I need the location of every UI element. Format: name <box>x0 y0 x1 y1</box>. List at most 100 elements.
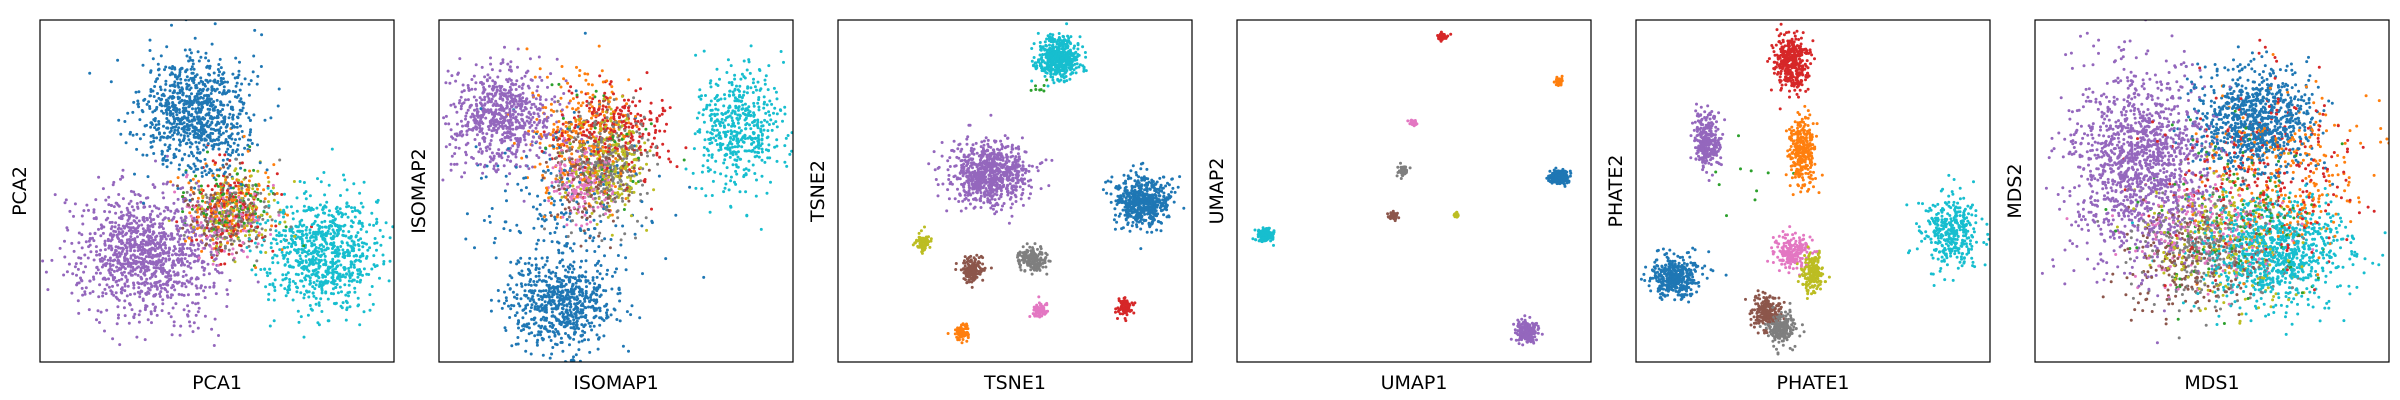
data-point <box>106 258 110 262</box>
data-point <box>201 194 205 198</box>
data-point <box>331 260 335 264</box>
data-point <box>510 276 514 280</box>
data-point <box>131 230 135 234</box>
data-point <box>237 178 241 182</box>
data-point <box>352 182 356 186</box>
data-point <box>208 79 212 83</box>
data-point <box>184 230 188 234</box>
data-point <box>181 197 185 201</box>
data-point <box>206 99 209 103</box>
data-point <box>129 256 133 260</box>
data-point <box>226 189 229 193</box>
data-point <box>62 273 66 277</box>
data-point <box>209 127 213 131</box>
data-point <box>84 265 87 269</box>
data-point <box>182 136 186 140</box>
data-point <box>170 293 173 297</box>
data-point <box>83 292 87 296</box>
data-point <box>94 271 98 275</box>
data-point <box>414 252 417 255</box>
data-point <box>314 274 318 278</box>
data-point <box>207 111 211 115</box>
data-point <box>171 94 175 98</box>
data-point <box>376 198 380 202</box>
data-point <box>538 146 542 150</box>
data-point <box>138 137 142 141</box>
data-point <box>221 131 225 135</box>
data-point <box>87 208 90 212</box>
data-point <box>113 251 117 255</box>
data-point <box>290 234 294 238</box>
data-point <box>178 143 182 147</box>
data-point <box>567 200 571 204</box>
data-point <box>160 270 163 274</box>
data-point <box>184 106 188 110</box>
data-point <box>528 100 532 104</box>
data-point <box>182 233 186 237</box>
data-point <box>71 272 75 276</box>
data-point <box>540 317 543 321</box>
data-point <box>151 183 155 187</box>
data-point <box>195 92 199 96</box>
data-point <box>601 277 604 281</box>
data-point <box>110 290 114 294</box>
data-point <box>131 245 134 249</box>
data-point <box>259 65 263 68</box>
data-point <box>368 293 372 297</box>
data-point <box>221 196 225 200</box>
data-point <box>161 191 165 195</box>
data-point <box>325 231 329 235</box>
data-point <box>220 249 224 252</box>
data-point <box>136 384 139 387</box>
data-point <box>536 333 540 337</box>
data-point <box>278 158 282 162</box>
data-point <box>158 85 162 89</box>
data-point <box>147 236 151 240</box>
data-point <box>348 236 352 240</box>
data-point <box>183 242 186 246</box>
data-point <box>157 122 161 126</box>
data-point <box>170 218 174 222</box>
data-point <box>284 253 287 257</box>
data-point <box>709 118 713 122</box>
data-point <box>179 77 183 81</box>
data-point <box>96 268 100 272</box>
data-point <box>255 259 259 263</box>
data-point <box>267 292 271 296</box>
data-point <box>228 223 232 227</box>
data-point <box>594 89 598 93</box>
data-point <box>187 138 191 142</box>
data-point <box>162 252 165 256</box>
data-point <box>121 246 125 250</box>
data-point <box>315 206 319 210</box>
data-point <box>280 193 284 196</box>
data-point <box>749 86 753 90</box>
data-point <box>343 283 347 287</box>
data-point <box>160 286 164 290</box>
data-point <box>323 193 327 197</box>
data-point <box>206 64 210 68</box>
data-point <box>312 281 316 284</box>
data-point <box>173 85 177 88</box>
data-point <box>307 263 311 267</box>
data-point <box>276 104 280 108</box>
data-point <box>96 309 100 313</box>
data-point <box>194 174 198 178</box>
data-point <box>563 321 567 325</box>
data-point <box>72 249 76 253</box>
data-point <box>248 130 252 134</box>
data-point <box>705 130 709 134</box>
data-point <box>286 291 290 295</box>
data-point <box>248 194 252 197</box>
data-point <box>565 144 569 148</box>
data-point <box>86 256 90 260</box>
data-point <box>152 139 156 143</box>
data-point <box>633 151 636 154</box>
scatter-points <box>41 20 417 387</box>
data-point <box>147 291 151 295</box>
data-point <box>195 73 199 77</box>
data-point <box>756 118 760 122</box>
data-point <box>560 113 564 117</box>
data-point <box>249 79 253 83</box>
data-point <box>345 202 349 205</box>
